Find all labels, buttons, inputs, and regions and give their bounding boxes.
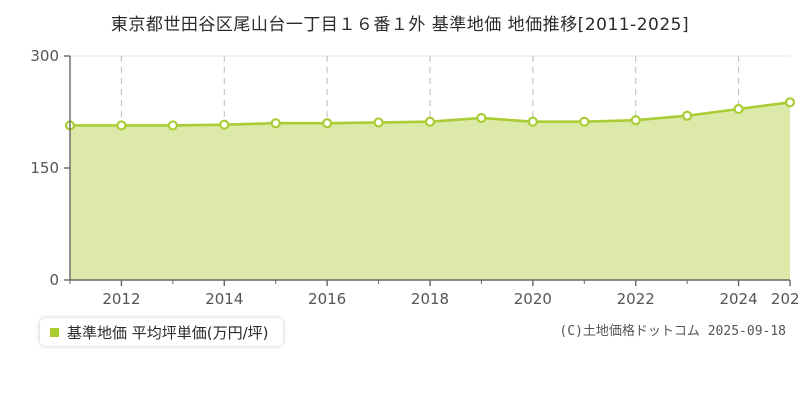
y-axis-tick-labels: 0 150 300 bbox=[30, 47, 59, 289]
x-tick-label: 2018 bbox=[411, 290, 449, 308]
page-title: 東京都世田谷区尾山台一丁目１６番１外 基準地価 地価推移[2011-2025] bbox=[110, 15, 690, 35]
x-tick-label: 2020 bbox=[514, 290, 552, 308]
area-series bbox=[70, 102, 790, 280]
copyright-credit: (C)土地価格ドットコム 2025-09-18 bbox=[559, 324, 786, 339]
data-point-markers bbox=[64, 97, 796, 131]
x-tick-label: 2025 bbox=[771, 290, 800, 308]
y-tick-label: 150 bbox=[30, 159, 59, 177]
x-tick-label: 2024 bbox=[719, 290, 757, 308]
x-tick-label: 2016 bbox=[308, 290, 346, 308]
chart-legend: 基準地価 平均坪単価(万円/坪) bbox=[40, 318, 283, 346]
x-tick-label: 2012 bbox=[102, 290, 140, 308]
x-tick-label: 2014 bbox=[205, 290, 243, 308]
legend-swatch-icon bbox=[50, 327, 59, 337]
x-axis-tick-labels: 2012 2014 2016 2018 2020 2022 2024 2025 bbox=[102, 290, 800, 308]
legend-item-label: 基準地価 平均坪単価(万円/坪) bbox=[67, 323, 269, 342]
axes bbox=[64, 55, 791, 286]
x-tick-label: 2022 bbox=[617, 290, 655, 308]
y-tick-label: 300 bbox=[30, 47, 59, 65]
y-tick-label: 0 bbox=[49, 271, 59, 289]
